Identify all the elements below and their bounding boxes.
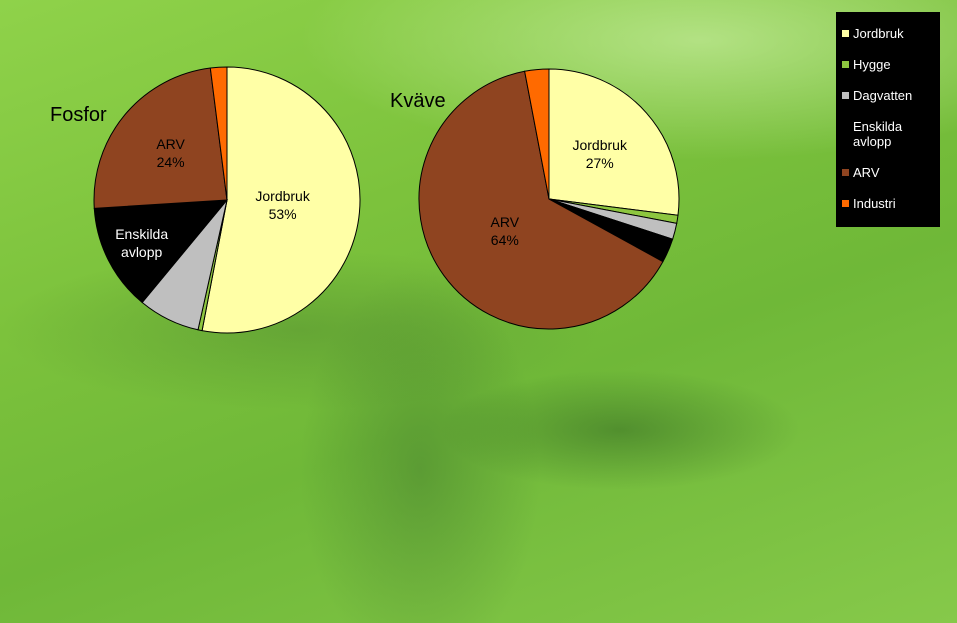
legend: Jordbruk Hygge Dagvatten Enskilda avlopp ARV…: [836, 12, 940, 227]
legend-item: Dagvatten: [842, 88, 934, 103]
chart-title: Kväve: [390, 90, 446, 112]
pie-slice: [201, 66, 361, 334]
legend-swatch: [842, 200, 849, 207]
slice-name: Jordbruk: [572, 137, 627, 154]
legend-label: Hygge: [853, 57, 891, 72]
pie-slice: [548, 68, 680, 216]
legend-swatch: [842, 30, 849, 37]
slice-name: ARV: [156, 136, 185, 153]
legend-item: Enskilda avlopp: [842, 119, 934, 149]
slice-label: ARV 24%: [131, 135, 211, 171]
slice-label: Jordbruk 27%: [560, 136, 640, 172]
legend-swatch: [842, 138, 849, 145]
pie-slice: [524, 68, 550, 200]
slice-name: ARV: [490, 214, 520, 231]
legend-label: Dagvatten: [853, 88, 913, 103]
slice-name: Enskilda avlopp: [115, 226, 169, 261]
slice-label: Enskilda avlopp: [102, 225, 182, 261]
slice-label: ARV 64%: [465, 213, 545, 249]
legend-item: Industri: [842, 196, 934, 211]
legend-label: Jordbruk: [853, 26, 904, 41]
legend-item: ARV: [842, 165, 934, 180]
pie-slice: [209, 66, 228, 201]
pie-slice: [93, 199, 229, 304]
legend-label: ARV: [853, 165, 880, 180]
slice-value: 27%: [585, 155, 614, 172]
pie-slice: [93, 67, 228, 209]
slice-name: Jordbruk: [255, 188, 310, 205]
pie-slice: [418, 70, 664, 330]
slice-value: 53%: [268, 206, 297, 223]
legend-swatch: [842, 61, 849, 68]
legend-swatch: [842, 169, 849, 176]
slice-value: 64%: [490, 232, 519, 249]
legend-label: Industri: [853, 196, 896, 211]
legend-swatch: [842, 92, 849, 99]
legend-item: Jordbruk: [842, 26, 934, 41]
legend-label: Enskilda avlopp: [853, 119, 903, 149]
slice-value: 24%: [156, 154, 185, 171]
chart-title: Fosfor: [50, 104, 107, 126]
legend-item: Hygge: [842, 57, 934, 72]
slice-label: Jordbruk 53%: [243, 187, 323, 223]
